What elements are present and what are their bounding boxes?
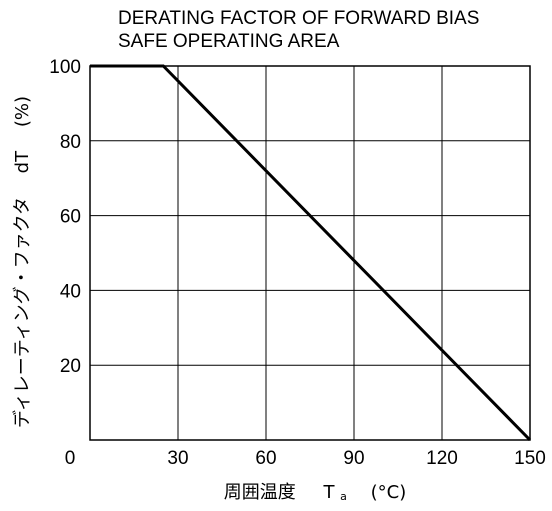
y-axis-label: ディレーティング・ファクタ dT (%) [12, 96, 33, 428]
x-axis-label-subscript: a [340, 490, 347, 503]
x-tick-label: 120 [426, 448, 458, 469]
x-axis-label-unit: (°C) [371, 482, 407, 503]
y-axis-label-symbol: dT [12, 150, 33, 173]
y-axis-label-unit: (%) [12, 96, 33, 127]
y-tick-label: 20 [60, 356, 81, 377]
chart-title-line-2: SAFE OPERATING AREA [118, 31, 340, 52]
y-axis-label-main: ディレーティング・ファクタ [12, 197, 33, 428]
y-tick-label: 100 [49, 57, 81, 78]
grid [90, 66, 530, 440]
chart-title-line-1: DERATING FACTOR OF FORWARD BIAS [118, 8, 479, 29]
y-tick-labels: 20 40 60 80 100 [49, 57, 81, 377]
x-tick-label: 30 [167, 448, 188, 469]
x-axis-label: 周囲温度 T a (°C) [224, 482, 407, 505]
x-tick-labels: 0 30 60 90 120 150 [65, 448, 546, 469]
plot-frame [89, 65, 531, 441]
y-tick-label: 40 [60, 281, 81, 302]
series-line [90, 64, 532, 442]
x-axis-label-main: 周囲温度 [224, 482, 296, 503]
x-axis-label-symbol: T [322, 482, 335, 503]
chart-title: DERATING FACTOR OF FORWARD BIAS SAFE OPE… [118, 8, 479, 52]
y-tick-label: 80 [60, 132, 81, 153]
x-tick-label: 0 [65, 448, 76, 469]
series-lines [90, 64, 532, 442]
x-tick-label: 90 [343, 448, 364, 469]
x-tick-label: 60 [255, 448, 276, 469]
y-tick-label: 60 [60, 207, 81, 228]
x-tick-label: 150 [514, 448, 546, 469]
